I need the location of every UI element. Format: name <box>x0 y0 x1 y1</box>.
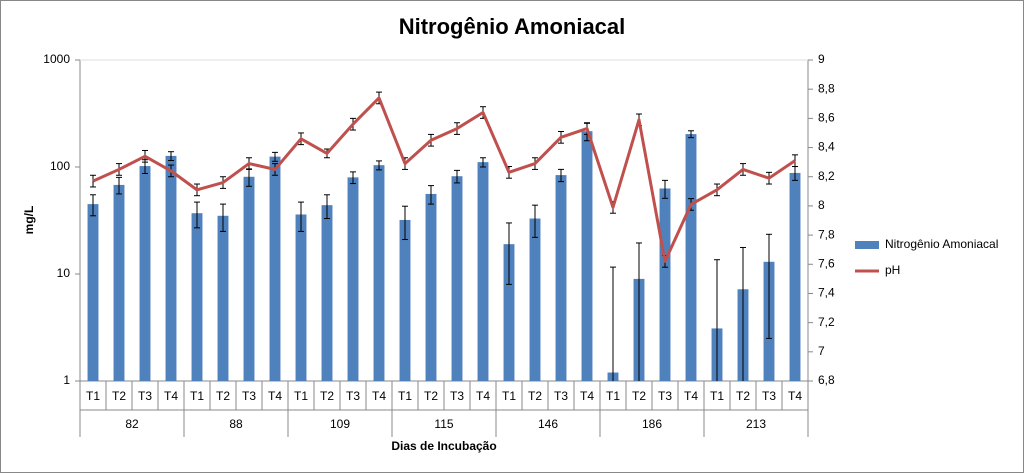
bar <box>555 175 567 381</box>
bar <box>399 219 411 381</box>
x-tick-label: T4 <box>684 389 698 403</box>
group-label: 115 <box>434 417 453 431</box>
bar <box>87 204 99 381</box>
legend-swatch <box>855 241 879 249</box>
x-tick-label: T3 <box>138 389 152 403</box>
x-tick-label: T1 <box>710 389 724 403</box>
bar <box>321 205 333 381</box>
y2-tick-label: 7 <box>818 344 825 358</box>
bar <box>529 218 541 381</box>
x-tick-label: T4 <box>788 389 802 403</box>
group-label: 82 <box>125 417 139 431</box>
x-tick-label: T2 <box>736 389 750 403</box>
x-tick-label: T1 <box>398 389 412 403</box>
bar <box>425 193 437 381</box>
group-label: 88 <box>229 417 243 431</box>
y-tick-label: 100 <box>50 159 70 173</box>
x-tick-label: T2 <box>528 389 542 403</box>
x-tick-label: T4 <box>268 389 282 403</box>
line <box>92 96 796 263</box>
x-tick-label: T3 <box>242 389 256 403</box>
x-tick-label: T2 <box>216 389 230 403</box>
y2-tick-label: 7,6 <box>818 256 835 270</box>
x-tick-label: T2 <box>424 389 438 403</box>
chart-title: Nitrogênio Amoniacal <box>399 14 626 39</box>
bar <box>113 184 125 381</box>
y2-tick-label: 8,4 <box>818 140 835 154</box>
y-tick-label: 1 <box>63 373 70 387</box>
legend-label: pH <box>885 263 900 277</box>
y2-tick-label: 7,4 <box>818 286 835 300</box>
x-tick-label: T1 <box>502 389 516 403</box>
bar <box>165 155 177 381</box>
group-label: 109 <box>330 417 350 431</box>
bar <box>581 131 593 381</box>
bar <box>243 176 255 381</box>
x-axis-title: Dias de Incubação <box>391 439 496 453</box>
bar <box>789 172 801 381</box>
bar <box>477 162 489 381</box>
x-tick-label: T3 <box>554 389 568 403</box>
x-tick-label: T4 <box>580 389 594 403</box>
x-tick-label: T1 <box>606 389 620 403</box>
x-tick-label: T1 <box>294 389 308 403</box>
bar <box>295 214 307 381</box>
x-tick-label: T3 <box>346 389 360 403</box>
bar <box>139 166 151 381</box>
y2-tick-label: 8,6 <box>818 111 835 125</box>
bar <box>191 213 203 381</box>
y-axis-title: mg/L <box>22 206 36 235</box>
x-tick-label: T4 <box>476 389 490 403</box>
y2-tick-label: 7,8 <box>818 227 835 241</box>
y-tick-label: 10 <box>57 266 71 280</box>
bar <box>503 244 515 381</box>
y2-tick-label: 8 <box>818 198 825 212</box>
legend-label: Nitrogênio Amoniacal <box>885 237 998 251</box>
x-tick-label: T1 <box>190 389 204 403</box>
x-tick-label: T3 <box>450 389 464 403</box>
y-tick-label: 1000 <box>43 52 70 66</box>
y2-tick-label: 8,8 <box>818 81 835 95</box>
y2-tick-label: 7,2 <box>818 315 835 329</box>
x-tick-label: T4 <box>372 389 386 403</box>
group-label: 146 <box>538 417 558 431</box>
x-tick-label: T1 <box>86 389 100 403</box>
group-label: 186 <box>642 417 662 431</box>
y2-tick-label: 8,2 <box>818 169 835 183</box>
bar <box>269 156 281 381</box>
bar <box>217 215 229 381</box>
bar <box>659 188 671 381</box>
bar <box>451 176 463 381</box>
x-tick-label: T3 <box>762 389 776 403</box>
y2-tick-label: 6,8 <box>818 373 835 387</box>
bar <box>347 177 359 381</box>
x-tick-label: T2 <box>632 389 646 403</box>
x-tick-label: T4 <box>164 389 178 403</box>
x-tick-label: T2 <box>112 389 126 403</box>
bar <box>685 134 697 381</box>
y2-tick-label: 9 <box>818 52 825 66</box>
group-label: 213 <box>746 417 766 431</box>
x-tick-label: T3 <box>658 389 672 403</box>
bar <box>373 165 385 381</box>
x-tick-label: T2 <box>320 389 334 403</box>
